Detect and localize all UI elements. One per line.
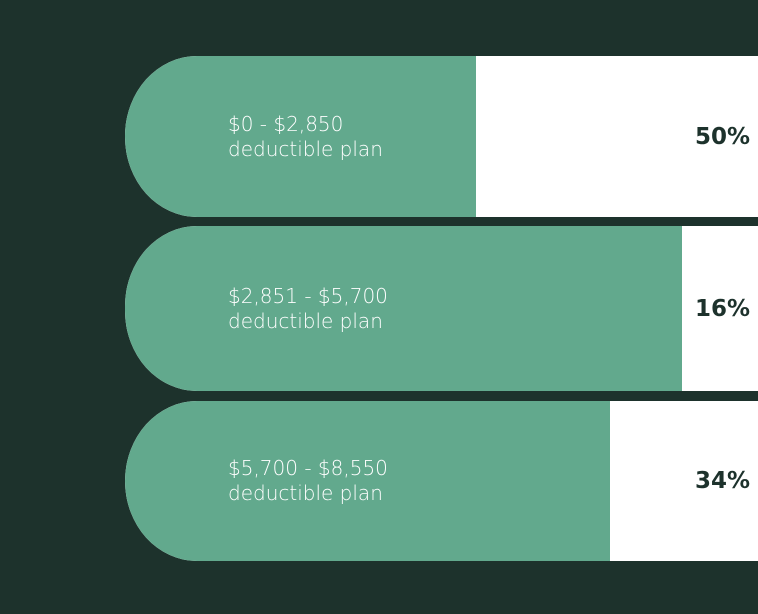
bar-row-3: $5,700 - $8,550 deductible plan 34% xyxy=(125,401,758,561)
range-text: $5,700 - $8,550 xyxy=(228,456,388,480)
bar-fill-1 xyxy=(125,56,476,217)
bar-row-2: $2,851 - $5,700 deductible plan 16% xyxy=(125,226,758,391)
bar-label-3: $5,700 - $8,550 deductible plan xyxy=(228,456,388,506)
bar-label-1: $0 - $2,850 deductible plan xyxy=(228,112,383,162)
range-text: $0 - $2,850 xyxy=(228,111,344,136)
bar-fill-2 xyxy=(125,226,682,391)
bar-value-1: 50% xyxy=(694,123,750,150)
bar-value-2: 16% xyxy=(694,295,750,322)
bar-row-1: $0 - $2,850 deductible plan 50% xyxy=(125,56,758,217)
plan-text: deductible plan xyxy=(228,481,383,505)
bar-fill-3 xyxy=(125,401,610,561)
plan-text: deductible plan xyxy=(228,308,383,333)
bar-value-3: 34% xyxy=(694,468,750,494)
plan-text: deductible plan xyxy=(228,136,383,161)
bar-label-2: $2,851 - $5,700 deductible plan xyxy=(228,284,388,334)
range-text: $2,851 - $5,700 xyxy=(228,283,388,308)
